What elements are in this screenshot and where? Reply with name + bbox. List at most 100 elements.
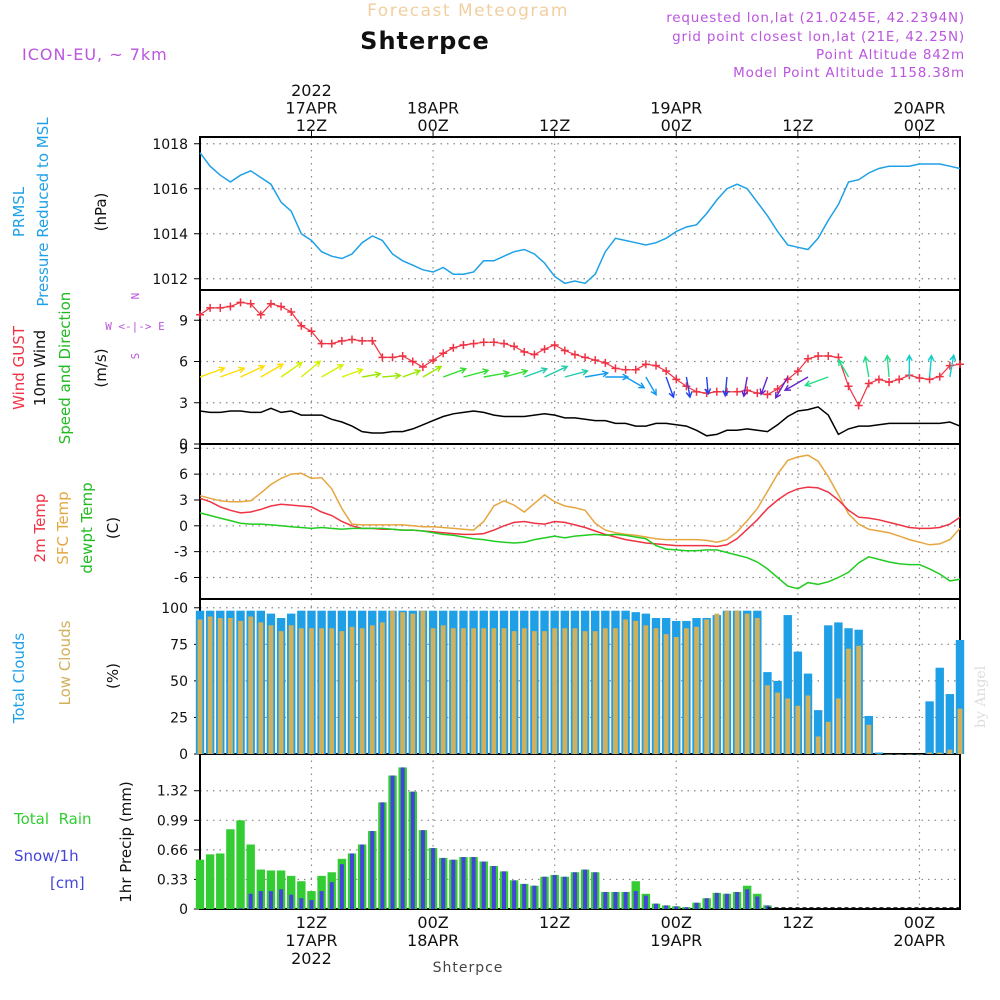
snow-bar <box>603 891 608 909</box>
grid-point-coords: grid point closest lon,lat (21E, 42.25N) <box>672 29 965 45</box>
temp-sfc-line <box>199 454 961 546</box>
wind-gust-point <box>712 387 721 396</box>
low-cloud-bar <box>765 685 770 754</box>
rain-bar <box>226 829 235 909</box>
wind-gust-point <box>692 387 701 396</box>
low-cloud-bar <box>633 620 639 754</box>
low-cloud-bar <box>390 610 395 754</box>
wind-gust-point <box>256 310 265 319</box>
low-cloud-bar <box>947 749 953 754</box>
low-cloud-bar <box>927 752 932 754</box>
total-cloud-bar <box>935 667 944 754</box>
total-cloud-bar <box>783 615 792 754</box>
low-cloud-bar <box>815 736 821 754</box>
snow-bar <box>654 903 658 909</box>
wind-direction-arrow <box>341 367 364 378</box>
pressure-ytick-label: 1014 <box>152 227 188 243</box>
low-cloud-bar <box>836 698 841 754</box>
snow-bar <box>309 900 314 909</box>
wind-direction-arrow <box>803 376 829 387</box>
rain-bar <box>236 820 245 909</box>
low-cloud-bar <box>258 622 264 754</box>
top-time-label: 00Z <box>904 116 935 135</box>
low-cloud-bar <box>450 628 456 754</box>
low-cloud-bar <box>430 628 436 754</box>
total-cloud-bar <box>945 694 955 754</box>
wind-direction-arrow <box>783 376 809 391</box>
snow-bar <box>451 859 456 909</box>
wind-direction-arrow <box>645 376 657 397</box>
low-cloud-bar <box>349 626 355 754</box>
snow-bar <box>552 874 557 909</box>
pressure-unit: (hPa) <box>92 193 110 232</box>
low-cloud-bar <box>825 721 831 754</box>
temp-ytick-label: 6 <box>179 467 188 483</box>
bottom-time-label: 00Z <box>904 913 935 932</box>
snow-bar <box>735 891 740 909</box>
wind-gust-label: Wind GUST <box>10 325 28 410</box>
low-cloud-bar <box>440 625 446 754</box>
bottom-time-label: 17APR <box>285 931 337 950</box>
low-cloud-bar <box>197 619 203 754</box>
rain-bar <box>266 870 276 909</box>
total-cloud-bar <box>925 701 934 754</box>
top-time-label: 12Z <box>782 116 813 135</box>
wind-gust-point <box>753 389 762 398</box>
rain-bar <box>297 881 306 909</box>
wind-gust-point <box>317 339 326 348</box>
wind-gust-point <box>641 360 650 369</box>
temp-dewpt-line <box>199 512 961 590</box>
low-cloud-bar <box>410 613 416 754</box>
wind-gust-point <box>520 347 529 356</box>
wind-direction-arrow <box>260 363 285 378</box>
temp-ytick-label: -6 <box>174 570 188 586</box>
wind-direction-arrow <box>463 368 490 378</box>
snow-bar <box>572 872 577 909</box>
wind-gust-point <box>824 352 833 360</box>
wind-direction-arrow <box>838 358 850 378</box>
low-cloud-bar <box>704 619 710 754</box>
rain-bar <box>287 875 296 909</box>
low-cloud-bar <box>217 618 223 754</box>
wind-gust-point <box>864 379 873 388</box>
low-cloud-bar <box>582 631 588 754</box>
low-cloud-bar <box>319 628 324 754</box>
temp-ytick-label: 9 <box>179 441 188 457</box>
snow-bar <box>724 893 729 909</box>
low-cloud-bar <box>917 754 922 755</box>
low-cloud-bar <box>734 610 740 754</box>
wind-gust-point <box>783 375 792 384</box>
wind-gust-point <box>216 303 225 312</box>
cloud-total-label: Total Clouds <box>10 633 28 725</box>
wind-gust-point <box>388 353 397 362</box>
top-time-label: 00Z <box>661 116 692 135</box>
wind-direction-arrow <box>685 376 693 399</box>
temp-2m-label: 2m Temp <box>31 494 49 563</box>
snow-bar <box>542 876 547 909</box>
precip-snow-unit: [cm] <box>50 874 85 892</box>
snow-bar <box>502 871 506 909</box>
cloud-ytick-label: 50 <box>170 674 188 690</box>
wind-gust-point <box>844 382 853 391</box>
precip-ytick-label: 0.99 <box>157 813 188 829</box>
wind-direction-arrow <box>949 353 957 378</box>
temp-2m-line <box>199 486 961 548</box>
wind-direction-arrow <box>524 367 549 378</box>
low-cloud-bar <box>369 625 375 754</box>
cloud-low-label: Low Clouds <box>56 620 74 705</box>
low-cloud-bar <box>298 628 304 754</box>
low-cloud-bar <box>481 628 487 754</box>
point-altitude: Point Altitude 842m <box>816 47 965 63</box>
wind-gust-point <box>672 375 681 384</box>
low-cloud-bar <box>643 625 649 754</box>
snow-bar <box>471 857 476 909</box>
low-cloud-bar <box>602 628 608 754</box>
low-cloud-bar <box>248 616 254 754</box>
bottom-time-label: 18APR <box>407 931 459 950</box>
low-cloud-bar <box>471 628 476 754</box>
wind-gust-point <box>297 321 306 330</box>
wind-gust-point <box>408 357 417 366</box>
low-cloud-bar <box>714 613 720 754</box>
wind-direction-arrow <box>564 368 589 378</box>
wind-direction-arrow <box>199 366 226 378</box>
